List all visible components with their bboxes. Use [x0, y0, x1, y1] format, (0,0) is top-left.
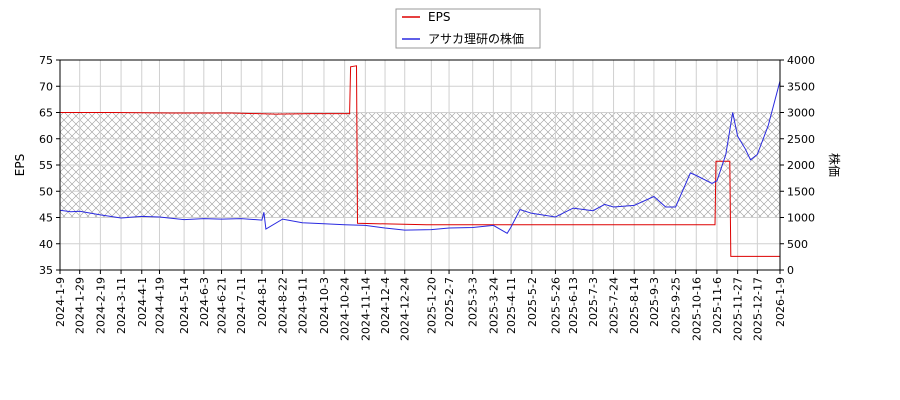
x-tick-label: 2025-1-20 — [425, 277, 438, 334]
x-tick-label: 2025-7-3 — [587, 277, 600, 327]
legend-label-eps: EPS — [428, 10, 450, 24]
stock-price-line — [60, 80, 780, 234]
x-tick-label: 2025-4-11 — [505, 277, 518, 334]
x-tick-label: 2024-8-22 — [277, 277, 290, 334]
x-tick-label: 2025-11-27 — [732, 277, 745, 341]
x-tick-label: 2024-1-29 — [74, 277, 87, 334]
x-tick-label: 2025-6-13 — [567, 277, 580, 334]
y-tick-label: 50 — [39, 185, 53, 198]
left-axis-ticks: 35 40 45 50 55 60 65 70 75 — [39, 54, 60, 277]
x-tick-label: 2024-5-14 — [178, 277, 191, 334]
x-tick-label: 2025-2-7 — [443, 277, 456, 327]
x-tick-label: 2024-3-11 — [115, 277, 128, 334]
x-tick-label: 2026-1-9 — [774, 277, 787, 327]
x-tick-label: 2024-6-21 — [216, 277, 229, 334]
y-tick-label: 65 — [39, 107, 53, 120]
x-tick-label: 2024-4-1 — [136, 277, 149, 327]
y2-tick-label: 1000 — [787, 212, 815, 225]
y-tick-label: 70 — [39, 80, 53, 93]
y-tick-label: 75 — [39, 54, 53, 67]
legend: EPS アサカ理研の株価 — [395, 8, 541, 49]
x-tick-label: 2024-2-19 — [94, 277, 107, 334]
x-tick-label: 2024-7-11 — [235, 277, 248, 334]
x-tick-label: 2025-8-14 — [628, 277, 641, 334]
x-tick-label: 2025-9-25 — [670, 277, 683, 334]
x-tick-label: 2024-12-4 — [379, 277, 392, 334]
x-tick-label: 2025-10-16 — [690, 277, 703, 341]
y2-tick-label: 2500 — [787, 133, 815, 146]
x-tick-label: 2025-11-6 — [711, 277, 724, 334]
legend-label-stock-price: アサカ理研の株価 — [428, 31, 524, 46]
y-tick-label: 40 — [39, 238, 53, 251]
right-axis-ticks: 0 500 1000 1500 2000 2500 3000 3500 4000 — [780, 54, 815, 277]
y2-tick-label: 4000 — [787, 54, 815, 67]
x-tick-label: 2025-5-26 — [549, 277, 562, 334]
y2-tick-label: 0 — [787, 264, 794, 277]
y-axis-label: EPS — [13, 154, 27, 176]
y-tick-label: 55 — [39, 159, 53, 172]
x-tick-label: 2024-6-3 — [198, 277, 211, 327]
grid — [59, 59, 781, 271]
x-tick-label: 2024-12-24 — [399, 277, 412, 341]
x-tick-label: 2025-3-3 — [467, 277, 480, 327]
y-tick-label: 45 — [39, 212, 53, 225]
x-tick-label: 2024-10-3 — [318, 277, 331, 334]
x-tick-label: 2024-9-11 — [296, 277, 309, 334]
y2-tick-label: 3500 — [787, 80, 815, 93]
y2-tick-label: 2000 — [787, 159, 815, 172]
x-tick-label: 2025-3-24 — [487, 277, 500, 334]
x-tick-label: 2025-7-24 — [608, 277, 621, 334]
x-tick-label: 2024-4-19 — [153, 277, 166, 334]
x-axis-ticks: 2024-1-9 2024-1-29 2024-2-19 2024-3-11 2024-… — [54, 270, 787, 341]
y2-axis-label: 株価 — [827, 153, 842, 177]
x-tick-label: 2024-10-24 — [339, 277, 352, 341]
x-tick-label: 2024-8-1 — [256, 277, 269, 327]
y-tick-label: 35 — [39, 264, 53, 277]
y2-tick-label: 3000 — [787, 107, 815, 120]
y-tick-label: 60 — [39, 133, 53, 146]
x-tick-label: 2024-11-14 — [359, 277, 372, 341]
x-tick-label: 2024-1-9 — [54, 277, 67, 327]
x-tick-label: 2025-12-17 — [751, 277, 764, 341]
x-tick-label: 2025-9-3 — [648, 277, 661, 327]
legend-box — [395, 8, 541, 49]
y2-tick-label: 500 — [787, 238, 808, 251]
x-tick-label: 2025-5-2 — [526, 277, 539, 327]
y2-tick-label: 1500 — [787, 185, 815, 198]
eps-line — [60, 65, 780, 257]
series-lines — [60, 65, 780, 257]
